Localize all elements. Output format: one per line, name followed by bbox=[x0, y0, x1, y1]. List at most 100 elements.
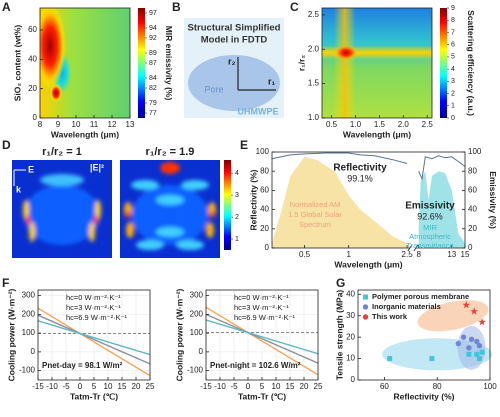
legend-marker bbox=[362, 314, 369, 320]
colorbar-tick-label: 6 bbox=[451, 42, 455, 49]
y-tick-label: 100 bbox=[190, 328, 204, 337]
x-tick-label: -5 bbox=[230, 382, 238, 391]
point bbox=[476, 343, 483, 349]
field-map bbox=[181, 180, 209, 190]
x-axis-label: Wavelength (μm) bbox=[51, 129, 119, 139]
annotation: Emissivity bbox=[405, 201, 455, 212]
panel-label: G bbox=[336, 276, 345, 290]
point bbox=[460, 334, 467, 340]
point bbox=[387, 356, 393, 362]
y-tick-label: 2.5 bbox=[308, 10, 320, 19]
y-tick-label: 100 bbox=[22, 328, 36, 337]
legend-marker bbox=[363, 294, 368, 300]
y-tick-label: 0 bbox=[265, 243, 270, 252]
y-tick-label: 30 bbox=[346, 311, 355, 320]
x-tick-label: 1.5 bbox=[374, 120, 386, 129]
field-map bbox=[132, 185, 208, 245]
y-tick-label: 100 bbox=[256, 147, 270, 156]
y-tick-label: 20 bbox=[260, 224, 269, 233]
colorbar-label: MIR emissivity (%) bbox=[164, 26, 174, 101]
field-map bbox=[210, 211, 214, 219]
legend-entry: hc=0 W·m⁻²·K⁻¹ bbox=[234, 293, 289, 302]
x-axis-label: Tatm-Tr (℃) bbox=[70, 391, 118, 401]
y-axis-label: r₁/r₂ bbox=[296, 55, 306, 71]
field-map bbox=[156, 227, 184, 237]
colorbar-tick-label: 9 bbox=[451, 5, 455, 12]
heatmap bbox=[40, 8, 130, 118]
point bbox=[476, 356, 482, 362]
y-axis-label: Cooling power (W·m⁻²) bbox=[6, 288, 16, 381]
plot-frame bbox=[39, 7, 131, 119]
point bbox=[462, 301, 470, 309]
y-tick-label: 300 bbox=[190, 291, 204, 300]
x-tick-label: 25 bbox=[146, 382, 155, 391]
point bbox=[470, 307, 478, 315]
annotation: Pnet-day = 98.1 W/m² bbox=[42, 361, 123, 370]
heatmap bbox=[322, 8, 432, 118]
x-tick-label: 5 bbox=[260, 382, 265, 391]
annotation: 99.1% bbox=[347, 173, 373, 183]
y-tick-label: 20 bbox=[346, 332, 355, 341]
y-tick-label: 1.0 bbox=[308, 113, 320, 122]
y-tick-label: 10 bbox=[346, 354, 355, 363]
legend-marker bbox=[362, 304, 369, 310]
y-tick-label: 200 bbox=[22, 309, 36, 318]
colorbar-tick-label: 3 bbox=[451, 78, 455, 85]
axis-break bbox=[407, 244, 419, 252]
panel-label: D bbox=[2, 138, 11, 152]
heatmap-field bbox=[50, 84, 62, 102]
x-tick-label: 2.0 bbox=[398, 120, 410, 129]
field-map bbox=[131, 180, 159, 190]
line bbox=[38, 307, 150, 377]
x-tick-label: 15 bbox=[286, 382, 295, 391]
line bbox=[418, 155, 466, 181]
diagram-title: Model in FDTD bbox=[201, 35, 268, 46]
y-tick-label: 0 bbox=[199, 347, 204, 356]
y-axis-label: Tensile strength (MPa) bbox=[334, 290, 344, 381]
y-axis-label: Reflectivity (%) bbox=[248, 169, 258, 230]
field-map bbox=[95, 200, 101, 220]
legend-entry: Inorganic materials bbox=[372, 302, 441, 311]
x-tick-label: 12 bbox=[108, 120, 117, 129]
field-map bbox=[26, 215, 30, 225]
line bbox=[206, 306, 318, 376]
legend-marker bbox=[362, 314, 369, 320]
x-tick-label: -15 bbox=[32, 382, 44, 391]
point bbox=[468, 336, 475, 342]
x-tick-label: -10 bbox=[214, 382, 226, 391]
plot-frame bbox=[271, 151, 466, 249]
area bbox=[418, 171, 465, 248]
field-map bbox=[156, 195, 184, 205]
annotation: 1.5 Global Solar bbox=[288, 210, 342, 219]
x-tick-label: 100 bbox=[483, 382, 497, 391]
y-tick-label: 20 bbox=[28, 84, 37, 93]
field-map bbox=[29, 222, 35, 242]
colorbar-label: Scattering efficiency (a.u.) bbox=[466, 10, 476, 116]
line bbox=[38, 314, 150, 365]
x-tick-label: 1.0 bbox=[350, 120, 362, 129]
panel-label: C bbox=[290, 0, 299, 14]
point bbox=[474, 338, 480, 345]
point bbox=[455, 340, 462, 347]
x-tick-label: 9 bbox=[56, 120, 61, 129]
panel-label: A bbox=[2, 0, 11, 14]
field-map bbox=[89, 222, 95, 242]
colorbar bbox=[138, 8, 145, 118]
x-tick-label: -10 bbox=[46, 382, 58, 391]
x-tick-label: 20 bbox=[300, 382, 309, 391]
colorbar-tick-label: 3 bbox=[235, 192, 239, 199]
x-tick-label: 2.5 bbox=[402, 250, 414, 259]
colorbar-tick-label: 94 bbox=[149, 25, 157, 32]
y-tick-label: 40 bbox=[346, 289, 355, 298]
x-tick-label: -15 bbox=[200, 382, 212, 391]
x-tick-label: 15 bbox=[118, 382, 127, 391]
x-tick-label: 0 bbox=[246, 382, 251, 391]
legend-entry: This work bbox=[372, 312, 408, 321]
x-axis-label: Tatm-Tr (℃) bbox=[238, 391, 286, 401]
colorbar-tick-label: 8 bbox=[451, 17, 455, 24]
x-axis-label: Wavelength (μm) bbox=[334, 259, 402, 269]
legend-entry: hc=6.9 W·m⁻²·K⁻¹ bbox=[66, 313, 128, 322]
x-tick-label: 1 bbox=[346, 250, 351, 259]
colorbar-tick-label: 0 bbox=[451, 115, 455, 122]
y-tick-label: 0 bbox=[351, 375, 356, 384]
